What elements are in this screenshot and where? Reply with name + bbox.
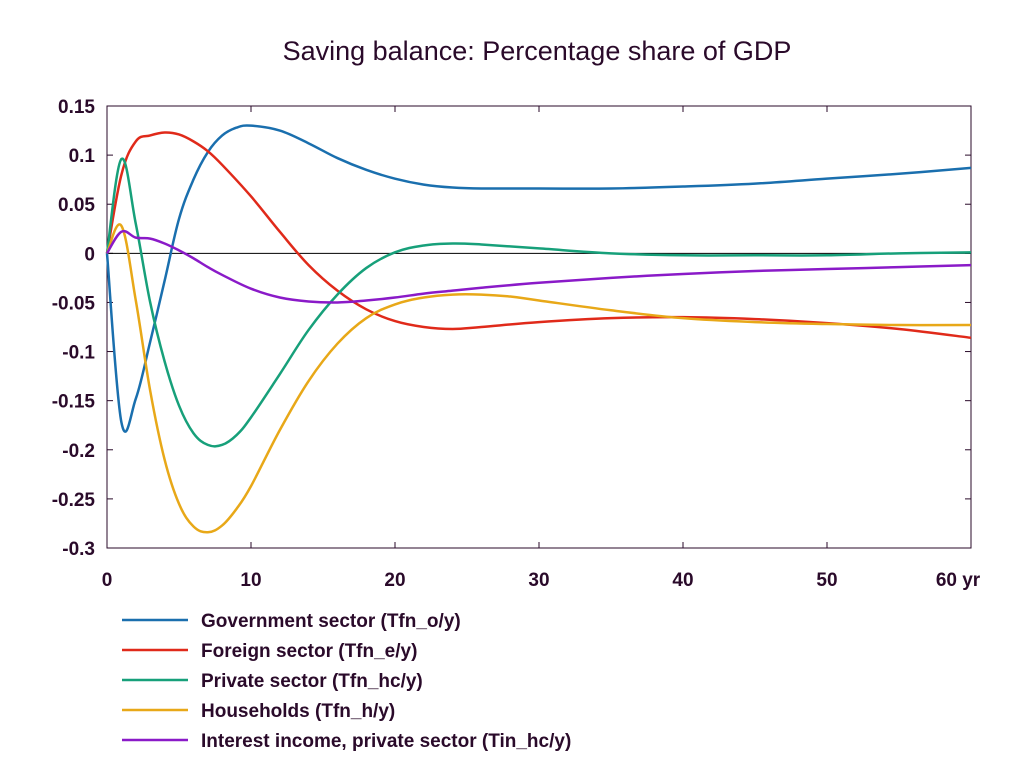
y-tick-label: -0.1	[62, 343, 95, 364]
x-tick-label: 30	[528, 570, 549, 591]
series-line-2	[105, 157, 972, 448]
series-line-0	[105, 124, 972, 433]
legend-label: Private sector (Tfn_hc/y)	[201, 671, 423, 692]
legend-label: Government sector (Tfn_o/y)	[201, 611, 461, 632]
y-tick-label: -0.3	[62, 539, 95, 560]
legend-label: Foreign sector (Tfn_e/y)	[201, 641, 417, 662]
x-tick-label: 50	[816, 570, 837, 591]
series-line-3	[105, 223, 972, 534]
y-tick-label: -0.15	[52, 392, 96, 413]
x-axis: 0 10 20 30 40 50 60 yr	[102, 106, 981, 591]
y-tick-label: -0.25	[52, 490, 96, 511]
x-tick-label: 10	[240, 570, 261, 591]
x-tick-label: 60 yr	[936, 570, 981, 591]
y-tick-label: 0.1	[69, 146, 96, 167]
plot-frame	[106, 105, 972, 549]
series-layer	[105, 124, 972, 534]
legend-label: Interest income, private sector (Tin_hc/…	[201, 731, 571, 752]
y-tick-label: 0.15	[58, 97, 95, 118]
y-tick-label: 0.05	[58, 195, 95, 216]
series-line-4	[105, 229, 972, 304]
series-line-1	[105, 131, 972, 340]
legend: Government sector (Tfn_o/y) Foreign secto…	[122, 611, 571, 752]
x-tick-label: 20	[384, 570, 405, 591]
legend-label: Households (Tfn_h/y)	[201, 701, 395, 722]
y-axis: 0.15 0.1 0.05 0 -0.05 -0.1 -0.15 -0.2 -0.25 -0.3	[52, 97, 971, 560]
y-tick-label: 0	[84, 244, 95, 265]
chart-title: Saving balance: Percentage share of GDP	[283, 36, 792, 66]
y-tick-label: -0.05	[52, 293, 96, 314]
x-tick-label: 0	[102, 570, 113, 591]
y-tick-label: -0.2	[62, 441, 95, 462]
x-tick-label: 40	[672, 570, 693, 591]
